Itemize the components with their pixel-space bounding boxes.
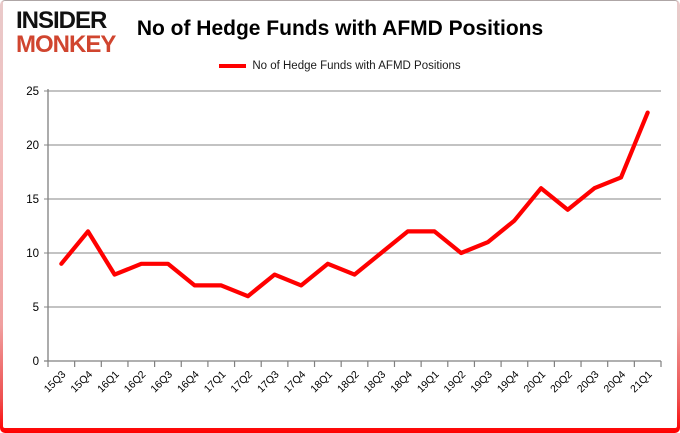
x-tick-label: 16Q3: [148, 369, 175, 396]
x-tick-label: 20Q3: [575, 369, 602, 396]
x-tick-label: 20Q2: [548, 369, 575, 396]
chart-title: No of Hedge Funds with AFMD Positions: [136, 17, 544, 40]
y-tick-label: 5: [33, 302, 39, 314]
logo-text-insider: INSIDER: [16, 7, 107, 34]
x-tick-label: 20Q1: [522, 369, 549, 396]
y-tick-label: 15: [26, 194, 39, 206]
y-tick-label: 20: [26, 140, 39, 152]
x-tick-label: 19Q1: [415, 369, 442, 396]
x-tick-label: 18Q2: [335, 369, 362, 396]
x-tick-label: 17Q1: [202, 369, 229, 396]
x-tick-label: 15Q4: [68, 369, 95, 396]
x-tick-label: 18Q4: [388, 369, 415, 396]
x-tick-label: 17Q4: [282, 369, 309, 396]
x-tick-label: 15Q3: [42, 369, 69, 396]
chart-card: INSIDER MONKEY No of Hedge Funds with AF…: [3, 1, 677, 428]
insider-monkey-logo: INSIDER MONKEY: [16, 7, 116, 58]
x-tick-label: 21Q1: [628, 369, 655, 396]
x-tick-label: 20Q4: [601, 369, 628, 396]
x-tick-label: 18Q1: [308, 369, 335, 396]
series-line: [59, 110, 650, 299]
legend-line-swatch: [219, 64, 247, 68]
x-tick-label: 19Q4: [495, 369, 522, 396]
y-tick-label: 10: [26, 248, 39, 260]
y-tick-label: 25: [26, 86, 39, 98]
x-tick-label: 16Q1: [95, 369, 122, 396]
x-tick-label: 18Q3: [362, 369, 389, 396]
legend: No of Hedge Funds with AFMD Positions: [3, 60, 677, 72]
x-tick-label: 19Q3: [468, 369, 495, 396]
y-tick-label: 0: [33, 356, 39, 368]
x-tick-label: 17Q2: [228, 369, 255, 396]
x-tick-label: 19Q2: [442, 369, 469, 396]
logo-text-monkey: MONKEY: [16, 30, 116, 58]
legend-label: No of Hedge Funds with AFMD Positions: [252, 60, 461, 72]
x-tick-label: 16Q4: [175, 369, 202, 396]
x-tick-label: 17Q3: [255, 369, 282, 396]
x-tick-label: 16Q2: [122, 369, 149, 396]
